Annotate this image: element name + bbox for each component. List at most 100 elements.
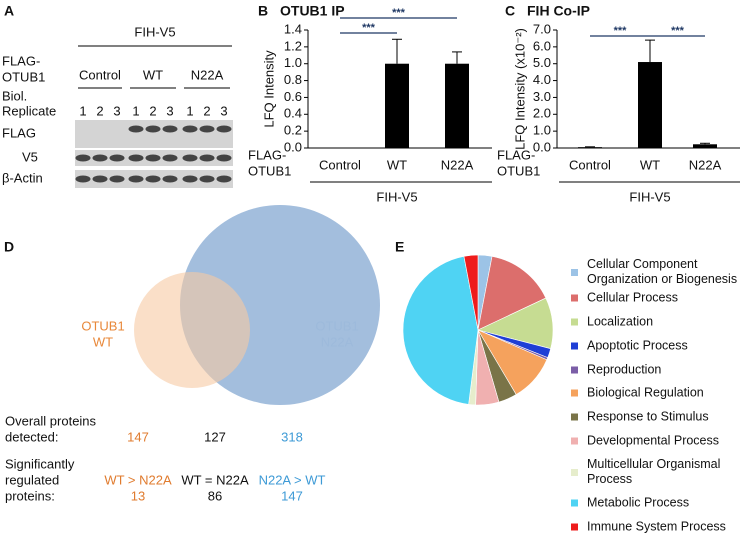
lane-number: 1 bbox=[186, 103, 193, 118]
blot-strip bbox=[75, 120, 233, 148]
y-tick-label: 1.4 bbox=[284, 21, 302, 36]
legend-item: Localization bbox=[571, 315, 739, 330]
blot-band bbox=[75, 154, 91, 162]
blot-band bbox=[109, 175, 125, 183]
construct-label: OTUB1 bbox=[497, 163, 540, 178]
y-axis-label: LFQ Intensity bbox=[261, 50, 276, 128]
blot-band bbox=[145, 154, 161, 162]
legend-swatch bbox=[571, 268, 578, 276]
bar bbox=[693, 144, 717, 148]
blot-band bbox=[128, 175, 144, 183]
blot-band bbox=[162, 154, 178, 162]
chart-title: FIH Co-IP bbox=[527, 3, 590, 19]
construct-label: FLAG- bbox=[2, 53, 40, 68]
panel-label: C bbox=[505, 3, 515, 19]
blot-band bbox=[199, 125, 215, 133]
legend-item: Multicellular Organismal Process bbox=[571, 457, 739, 487]
bar bbox=[385, 63, 409, 148]
legend-label: Apoptotic Process bbox=[587, 338, 688, 353]
legend-swatch bbox=[571, 318, 578, 326]
legend-item: Cellular Process bbox=[571, 291, 739, 306]
panel-label: D bbox=[4, 239, 14, 255]
blot-band bbox=[92, 154, 108, 162]
lane-number: 3 bbox=[113, 103, 120, 118]
legend-item: Immune System Process bbox=[571, 520, 739, 535]
count: 318 bbox=[281, 429, 303, 444]
row-label: Overall proteins bbox=[5, 413, 97, 428]
legend-label: Cellular Process bbox=[587, 290, 679, 305]
legend-label: Metabolic Process bbox=[587, 495, 690, 510]
legend-label: Biological Regulation bbox=[587, 385, 704, 400]
significance-label: *** bbox=[392, 7, 406, 19]
x-tick-label: WT bbox=[640, 157, 660, 172]
legend-item: Developmental Process bbox=[571, 434, 739, 449]
blot-band bbox=[162, 175, 178, 183]
count: 127 bbox=[204, 429, 226, 444]
y-tick-label: 1.0 bbox=[533, 123, 551, 138]
legend-label: Developmental Process bbox=[587, 433, 720, 448]
lane-number: 3 bbox=[220, 103, 227, 118]
venn-label: OTUB1 bbox=[81, 318, 124, 333]
y-tick-label: 0.0 bbox=[284, 139, 302, 154]
condition-label: WT bbox=[143, 67, 163, 82]
lane-number: 1 bbox=[132, 103, 139, 118]
row-label: regulated bbox=[5, 472, 59, 487]
x-tick-label: N22A bbox=[689, 157, 722, 172]
condition-label: Control bbox=[79, 67, 121, 82]
legend-item: Apoptotic Process bbox=[571, 339, 739, 354]
venn-label: OTUB1 bbox=[315, 318, 358, 333]
blot-band bbox=[216, 125, 232, 133]
legend-label: Immune System Process bbox=[587, 519, 726, 534]
legend-swatch bbox=[571, 437, 578, 445]
x-tick-label: N22A bbox=[441, 157, 474, 172]
legend-swatch bbox=[571, 523, 578, 531]
blot-band bbox=[128, 125, 144, 133]
y-tick-label: 1.0 bbox=[284, 55, 302, 70]
group-label: FIH-V5 bbox=[376, 189, 417, 204]
y-tick-label: 0.6 bbox=[284, 89, 302, 104]
bar bbox=[445, 63, 469, 148]
legend-swatch bbox=[571, 342, 578, 350]
venn-circle bbox=[134, 272, 250, 388]
y-tick-label: 0.4 bbox=[284, 106, 302, 121]
y-tick-label: 0.0 bbox=[533, 139, 551, 154]
row-label: detected: bbox=[5, 429, 59, 444]
y-tick-label: 1.2 bbox=[284, 38, 302, 53]
legend-item: Reproduction bbox=[571, 363, 739, 378]
replicate-label: Biol. bbox=[2, 88, 27, 103]
legend-item: Cellular Component Organization or Bioge… bbox=[571, 257, 739, 287]
blot-band bbox=[128, 154, 144, 162]
group-label: FIH-V5 bbox=[629, 189, 670, 204]
legend-item: Response to Stimulus bbox=[571, 410, 739, 425]
row-label: Significantly bbox=[5, 456, 75, 471]
construct-label: OTUB1 bbox=[248, 163, 291, 178]
y-tick-label: 7.0 bbox=[533, 21, 551, 36]
y-tick-label: 2.0 bbox=[533, 106, 551, 121]
blot-band bbox=[109, 154, 125, 162]
panel-label: B bbox=[258, 3, 268, 19]
lane-number: 1 bbox=[79, 103, 86, 118]
pie-slice bbox=[402, 255, 479, 405]
legend-swatch bbox=[571, 294, 578, 302]
panel-label: E bbox=[395, 239, 404, 255]
legend-item: Biological Regulation bbox=[571, 386, 739, 401]
legend-swatch bbox=[571, 366, 578, 374]
legend-label: Cellular Component Organization or Bioge… bbox=[587, 257, 738, 286]
blot-band bbox=[145, 175, 161, 183]
blot-band bbox=[216, 154, 232, 162]
legend-label: Multicellular Organismal Process bbox=[587, 457, 721, 486]
x-tick-label: Control bbox=[319, 157, 361, 172]
blot-band bbox=[216, 175, 232, 183]
x-tick-label: WT bbox=[387, 157, 407, 172]
blot-band bbox=[182, 175, 198, 183]
bar bbox=[578, 147, 602, 148]
y-axis-label: LFQ Intensity (x10⁻²) bbox=[512, 28, 527, 150]
blot-band bbox=[199, 154, 215, 162]
blot-band bbox=[182, 125, 198, 133]
venn-label: N22A bbox=[321, 334, 354, 349]
blot-label: V5 bbox=[22, 149, 38, 164]
chart-title: OTUB1 IP bbox=[280, 3, 345, 19]
column-header: WT = N22A bbox=[181, 472, 249, 487]
